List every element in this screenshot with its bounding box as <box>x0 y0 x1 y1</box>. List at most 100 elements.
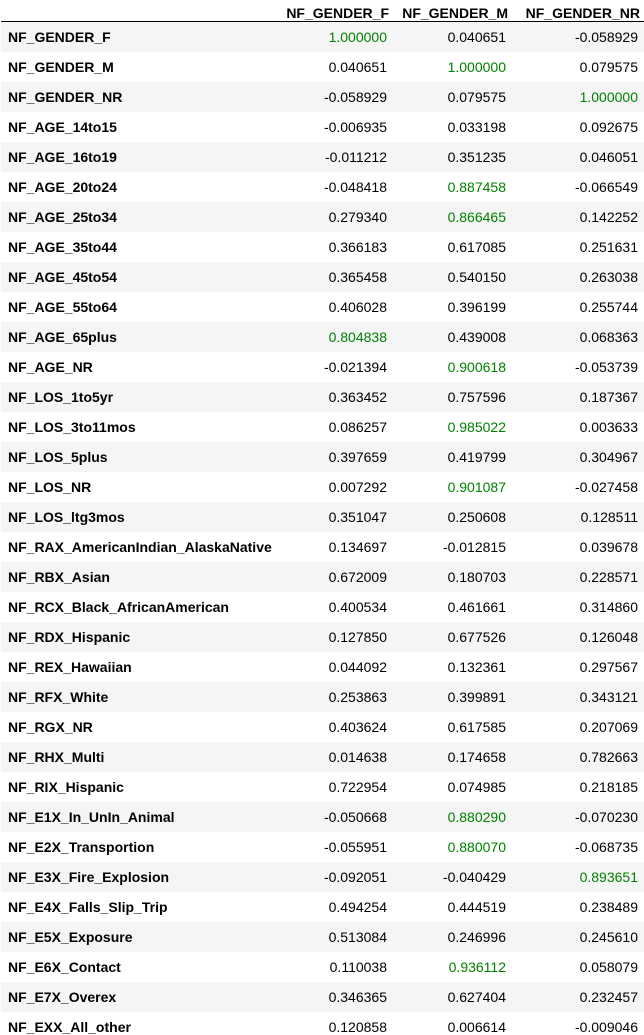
table-row: NF_AGE_45to54 0.365458 0.540150 0.263038 <box>1 261 644 292</box>
table-cell: 0.672009 <box>328 568 387 585</box>
table-row: NF_RFX_White 0.253863 0.399891 0.343121 <box>1 681 644 712</box>
table-cell: 0.079575 <box>579 58 638 75</box>
table-cell: 0.403624 <box>328 718 387 735</box>
table-cell: 0.782663 <box>579 748 638 765</box>
table-cell: -0.068735 <box>574 838 638 855</box>
row-label: NF_RBX_Asian <box>8 568 110 585</box>
table-cell: 0.400534 <box>328 598 387 615</box>
row-label: NF_REX_Hawaiian <box>8 658 132 675</box>
row-label: NF_AGE_25to34 <box>8 208 117 225</box>
table-row: NF_RIX_Hispanic 0.722954 0.074985 0.218185 <box>1 771 644 802</box>
row-label: NF_AGE_NR <box>8 358 93 375</box>
table-row: NF_AGE_14to15 -0.006935 0.033198 0.092675 <box>1 111 644 142</box>
table-cell: 0.246996 <box>447 928 506 945</box>
row-label: NF_GENDER_F <box>8 28 111 45</box>
row-label: NF_AGE_20to24 <box>8 178 117 195</box>
row-label: NF_RDX_Hispanic <box>8 628 131 645</box>
row-label: NF_AGE_14to15 <box>8 118 117 135</box>
table-cell: 0.044092 <box>328 658 387 675</box>
table-cell: -0.011212 <box>324 148 387 165</box>
row-label: NF_E2X_Transportion <box>8 838 155 855</box>
table-row: NF_E3X_Fire_Explosion -0.092051 -0.040429 0… <box>1 861 644 892</box>
table-cell: 0.304967 <box>579 448 638 465</box>
table-cell: 0.880070 <box>447 838 506 855</box>
table-cell: -0.058929 <box>323 88 387 105</box>
table-cell: 0.627404 <box>447 988 506 1005</box>
row-label: NF_E5X_Exposure <box>8 928 133 945</box>
table-cell: 0.126048 <box>579 628 638 645</box>
row-label: NF_RFX_White <box>8 688 109 705</box>
table-row: NF_RCX_Black_AfricanAmerican 0.400534 0.46… <box>1 591 644 622</box>
table-cell: 1.000000 <box>447 58 506 75</box>
table-cell: -0.058929 <box>574 28 638 45</box>
table-cell: 0.007292 <box>328 478 387 495</box>
table-cell: 0.092675 <box>579 118 638 135</box>
table-cell: 0.110038 <box>329 958 387 975</box>
row-label: NF_E6X_Contact <box>8 958 121 975</box>
row-label: NF_E4X_Falls_Slip_Trip <box>8 898 168 915</box>
row-label: NF_AGE_65plus <box>8 328 117 345</box>
table-row: NF_E5X_Exposure 0.513084 0.246996 0.245610 <box>1 921 644 952</box>
table-cell: 0.444519 <box>447 898 506 915</box>
table-row: NF_LOS_ltg3mos 0.351047 0.250608 0.128511 <box>1 501 644 532</box>
table-cell: 0.880290 <box>447 808 506 825</box>
table-cell: 0.134697 <box>328 538 387 555</box>
table-row: NF_E4X_Falls_Slip_Trip 0.494254 0.444519 0.… <box>1 891 644 922</box>
table-row: NF_E2X_Transportion -0.055951 0.880070 -0.0… <box>1 831 644 862</box>
table-row: NF_GENDER_F 1.000000 0.040651 -0.058929 <box>1 21 644 52</box>
row-label: NF_AGE_35to44 <box>8 238 117 255</box>
table-cell: 0.232457 <box>579 988 638 1005</box>
table-row: NF_E6X_Contact 0.110038 0.936112 0.058079 <box>1 951 644 982</box>
table-cell: 0.180703 <box>447 568 506 585</box>
table-row: NF_REX_Hawaiian 0.044092 0.132361 0.297567 <box>1 651 644 682</box>
table-cell: -0.066549 <box>574 178 638 195</box>
row-label: NF_GENDER_NR <box>8 88 123 105</box>
table-cell: 0.142252 <box>579 208 638 225</box>
table-cell: -0.006935 <box>323 118 387 135</box>
table-cell: 0.251631 <box>579 238 638 255</box>
index-header <box>1 0 275 22</box>
table-row: NF_AGE_16to19 -0.011212 0.351235 0.046051 <box>1 141 644 172</box>
table-row: NF_LOS_NR 0.007292 0.901087 -0.027458 <box>1 471 644 502</box>
table-cell: 0.936112 <box>448 958 506 975</box>
table-cell: 0.494254 <box>328 898 387 915</box>
table-row: NF_AGE_20to24 -0.048418 0.887458 -0.066549 <box>1 171 644 202</box>
row-label: NF_EXX_All_other <box>8 1018 131 1035</box>
table-cell: 0.396199 <box>447 298 506 315</box>
table-row: NF_RDX_Hispanic 0.127850 0.677526 0.126048 <box>1 621 644 652</box>
row-label: NF_LOS_5plus <box>8 448 108 465</box>
table-cell: 0.003633 <box>579 418 638 435</box>
table-cell: -0.048418 <box>323 178 387 195</box>
table-row: NF_LOS_3to11mos 0.086257 0.985022 0.003633 <box>1 411 644 442</box>
table-row: NF_RAX_AmericanIndian_AlaskaNative 0.1346… <box>1 531 644 562</box>
table-cell: 0.279340 <box>328 208 387 225</box>
table-cell: 0.046051 <box>579 148 638 165</box>
table-row: NF_EXX_All_other 0.120858 0.006614 -0.00904… <box>1 1011 644 1035</box>
table-cell: 1.000000 <box>328 28 387 45</box>
table-cell: 0.757596 <box>447 388 506 405</box>
table-cell: 0.058079 <box>579 958 638 975</box>
table-cell: 0.228571 <box>579 568 638 585</box>
table-row: NF_E1X_In_UnIn_Animal -0.050668 0.880290 -0… <box>1 801 644 832</box>
table-row: NF_GENDER_M 0.040651 1.000000 0.079575 <box>1 51 644 82</box>
table-cell: 0.245610 <box>579 928 638 945</box>
table-cell: 0.399891 <box>447 688 506 705</box>
table-cell: 0.397659 <box>328 448 387 465</box>
table-cell: -0.040429 <box>442 868 506 885</box>
table-row: NF_AGE_25to34 0.279340 0.866465 0.142252 <box>1 201 644 232</box>
table-cell: 0.513084 <box>328 928 387 945</box>
table-cell: 0.366183 <box>328 238 387 255</box>
table-row: NF_LOS_1to5yr 0.363452 0.757596 0.187367 <box>1 381 644 412</box>
row-label: NF_LOS_ltg3mos <box>8 508 125 525</box>
table-cell: 0.174658 <box>447 748 506 765</box>
table-cell: 1.000000 <box>579 88 638 105</box>
table-cell: 0.086257 <box>328 418 387 435</box>
table-cell: 0.255744 <box>579 298 638 315</box>
table-row: NF_GENDER_NR -0.058929 0.079575 1.000000 <box>1 81 644 112</box>
table-cell: 0.439008 <box>447 328 506 345</box>
table-cell: -0.070230 <box>574 808 638 825</box>
table-cell: 0.351047 <box>328 508 387 525</box>
table-cell: 0.218185 <box>579 778 638 795</box>
row-label: NF_E3X_Fire_Explosion <box>8 868 170 885</box>
